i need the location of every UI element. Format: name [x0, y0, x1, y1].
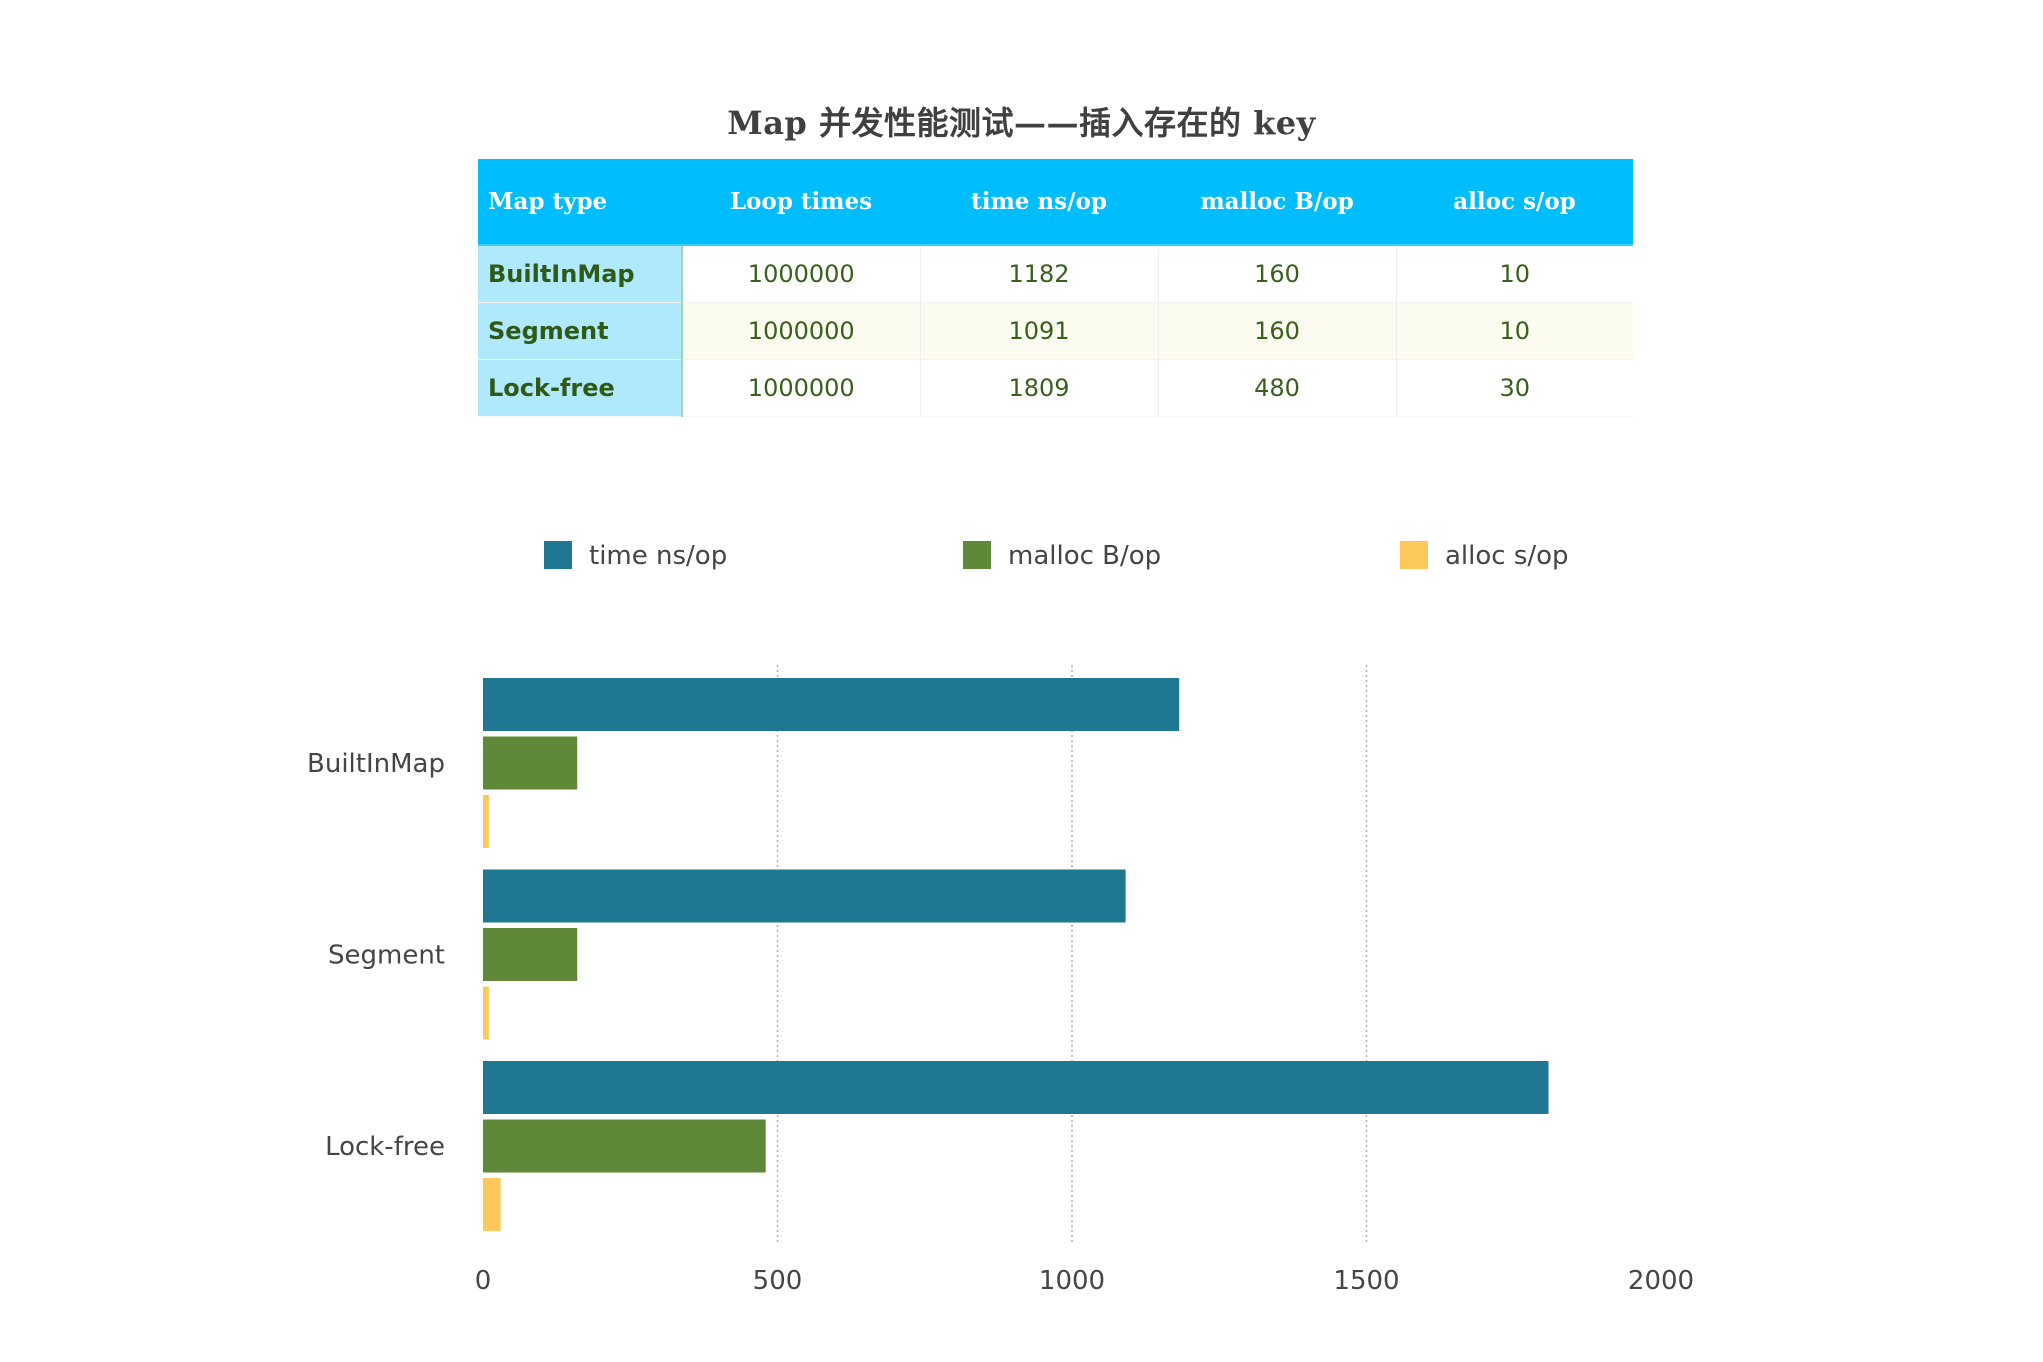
row-label: Lock-free	[478, 359, 683, 417]
bar-alloc	[483, 986, 489, 1040]
table-cell: 1809	[919, 359, 1158, 417]
table-row: Segment 1000000 1091 160 10	[478, 302, 1633, 360]
bar-malloc	[483, 736, 578, 790]
results-table: Map type Loop times time ns/op malloc B/…	[478, 159, 1633, 417]
table-cell: 1000000	[681, 245, 920, 303]
table-row: Lock-free 1000000 1809 480 30	[478, 359, 1633, 417]
category-label: BuiltInMap	[307, 749, 445, 779]
bar-time	[483, 1061, 1549, 1114]
legend-swatch	[544, 541, 572, 569]
table-cell: 10	[1395, 245, 1633, 303]
row-label: BuiltInMap	[478, 245, 683, 303]
table-cell: 1000000	[681, 359, 920, 417]
table-cell: 1000000	[681, 302, 920, 360]
x-tick-label: 0	[475, 1266, 492, 1296]
row-label: Segment	[478, 302, 683, 360]
header-loop-times: Loop times	[682, 159, 920, 246]
chart-title: Map 并发性能测试——插入存在的 key	[727, 104, 1316, 142]
x-tick-label: 1500	[1333, 1266, 1399, 1296]
table-cell: 160	[1157, 245, 1396, 303]
category-label: Segment	[328, 941, 445, 971]
bar-time	[483, 869, 1126, 923]
legend-swatch	[963, 541, 991, 569]
table-cell: 1091	[919, 302, 1158, 360]
bar-malloc	[483, 928, 578, 981]
bar-time	[483, 678, 1180, 731]
table-cell: 480	[1157, 359, 1396, 417]
x-tick-label: 500	[753, 1266, 803, 1296]
legend-swatch	[1400, 541, 1428, 569]
table-cell: 1182	[919, 245, 1158, 303]
table-cell: 30	[1395, 359, 1633, 417]
legend-label: alloc s/op	[1445, 541, 1569, 571]
table-cell: 10	[1395, 302, 1633, 360]
table-row: BuiltInMap 1000000 1182 160 10	[478, 245, 1633, 303]
header-map-type: Map type	[478, 159, 682, 246]
legend-label: time ns/op	[589, 541, 727, 571]
table-header-row: Map type Loop times time ns/op malloc B/…	[478, 159, 1633, 246]
bar-alloc	[483, 795, 489, 848]
bar-alloc	[483, 1178, 501, 1231]
x-tick-label: 2000	[1628, 1266, 1694, 1296]
header-malloc: malloc B/op	[1158, 159, 1396, 246]
legend-label: malloc B/op	[1008, 541, 1161, 571]
x-tick-label: 1000	[1039, 1266, 1105, 1296]
table-cell: 160	[1157, 302, 1396, 360]
header-alloc: alloc s/op	[1396, 159, 1633, 246]
category-label: Lock-free	[325, 1132, 445, 1162]
bar-malloc	[483, 1119, 766, 1173]
results-table-container: Map type Loop times time ns/op malloc B/…	[478, 159, 1633, 417]
header-time: time ns/op	[920, 159, 1158, 246]
